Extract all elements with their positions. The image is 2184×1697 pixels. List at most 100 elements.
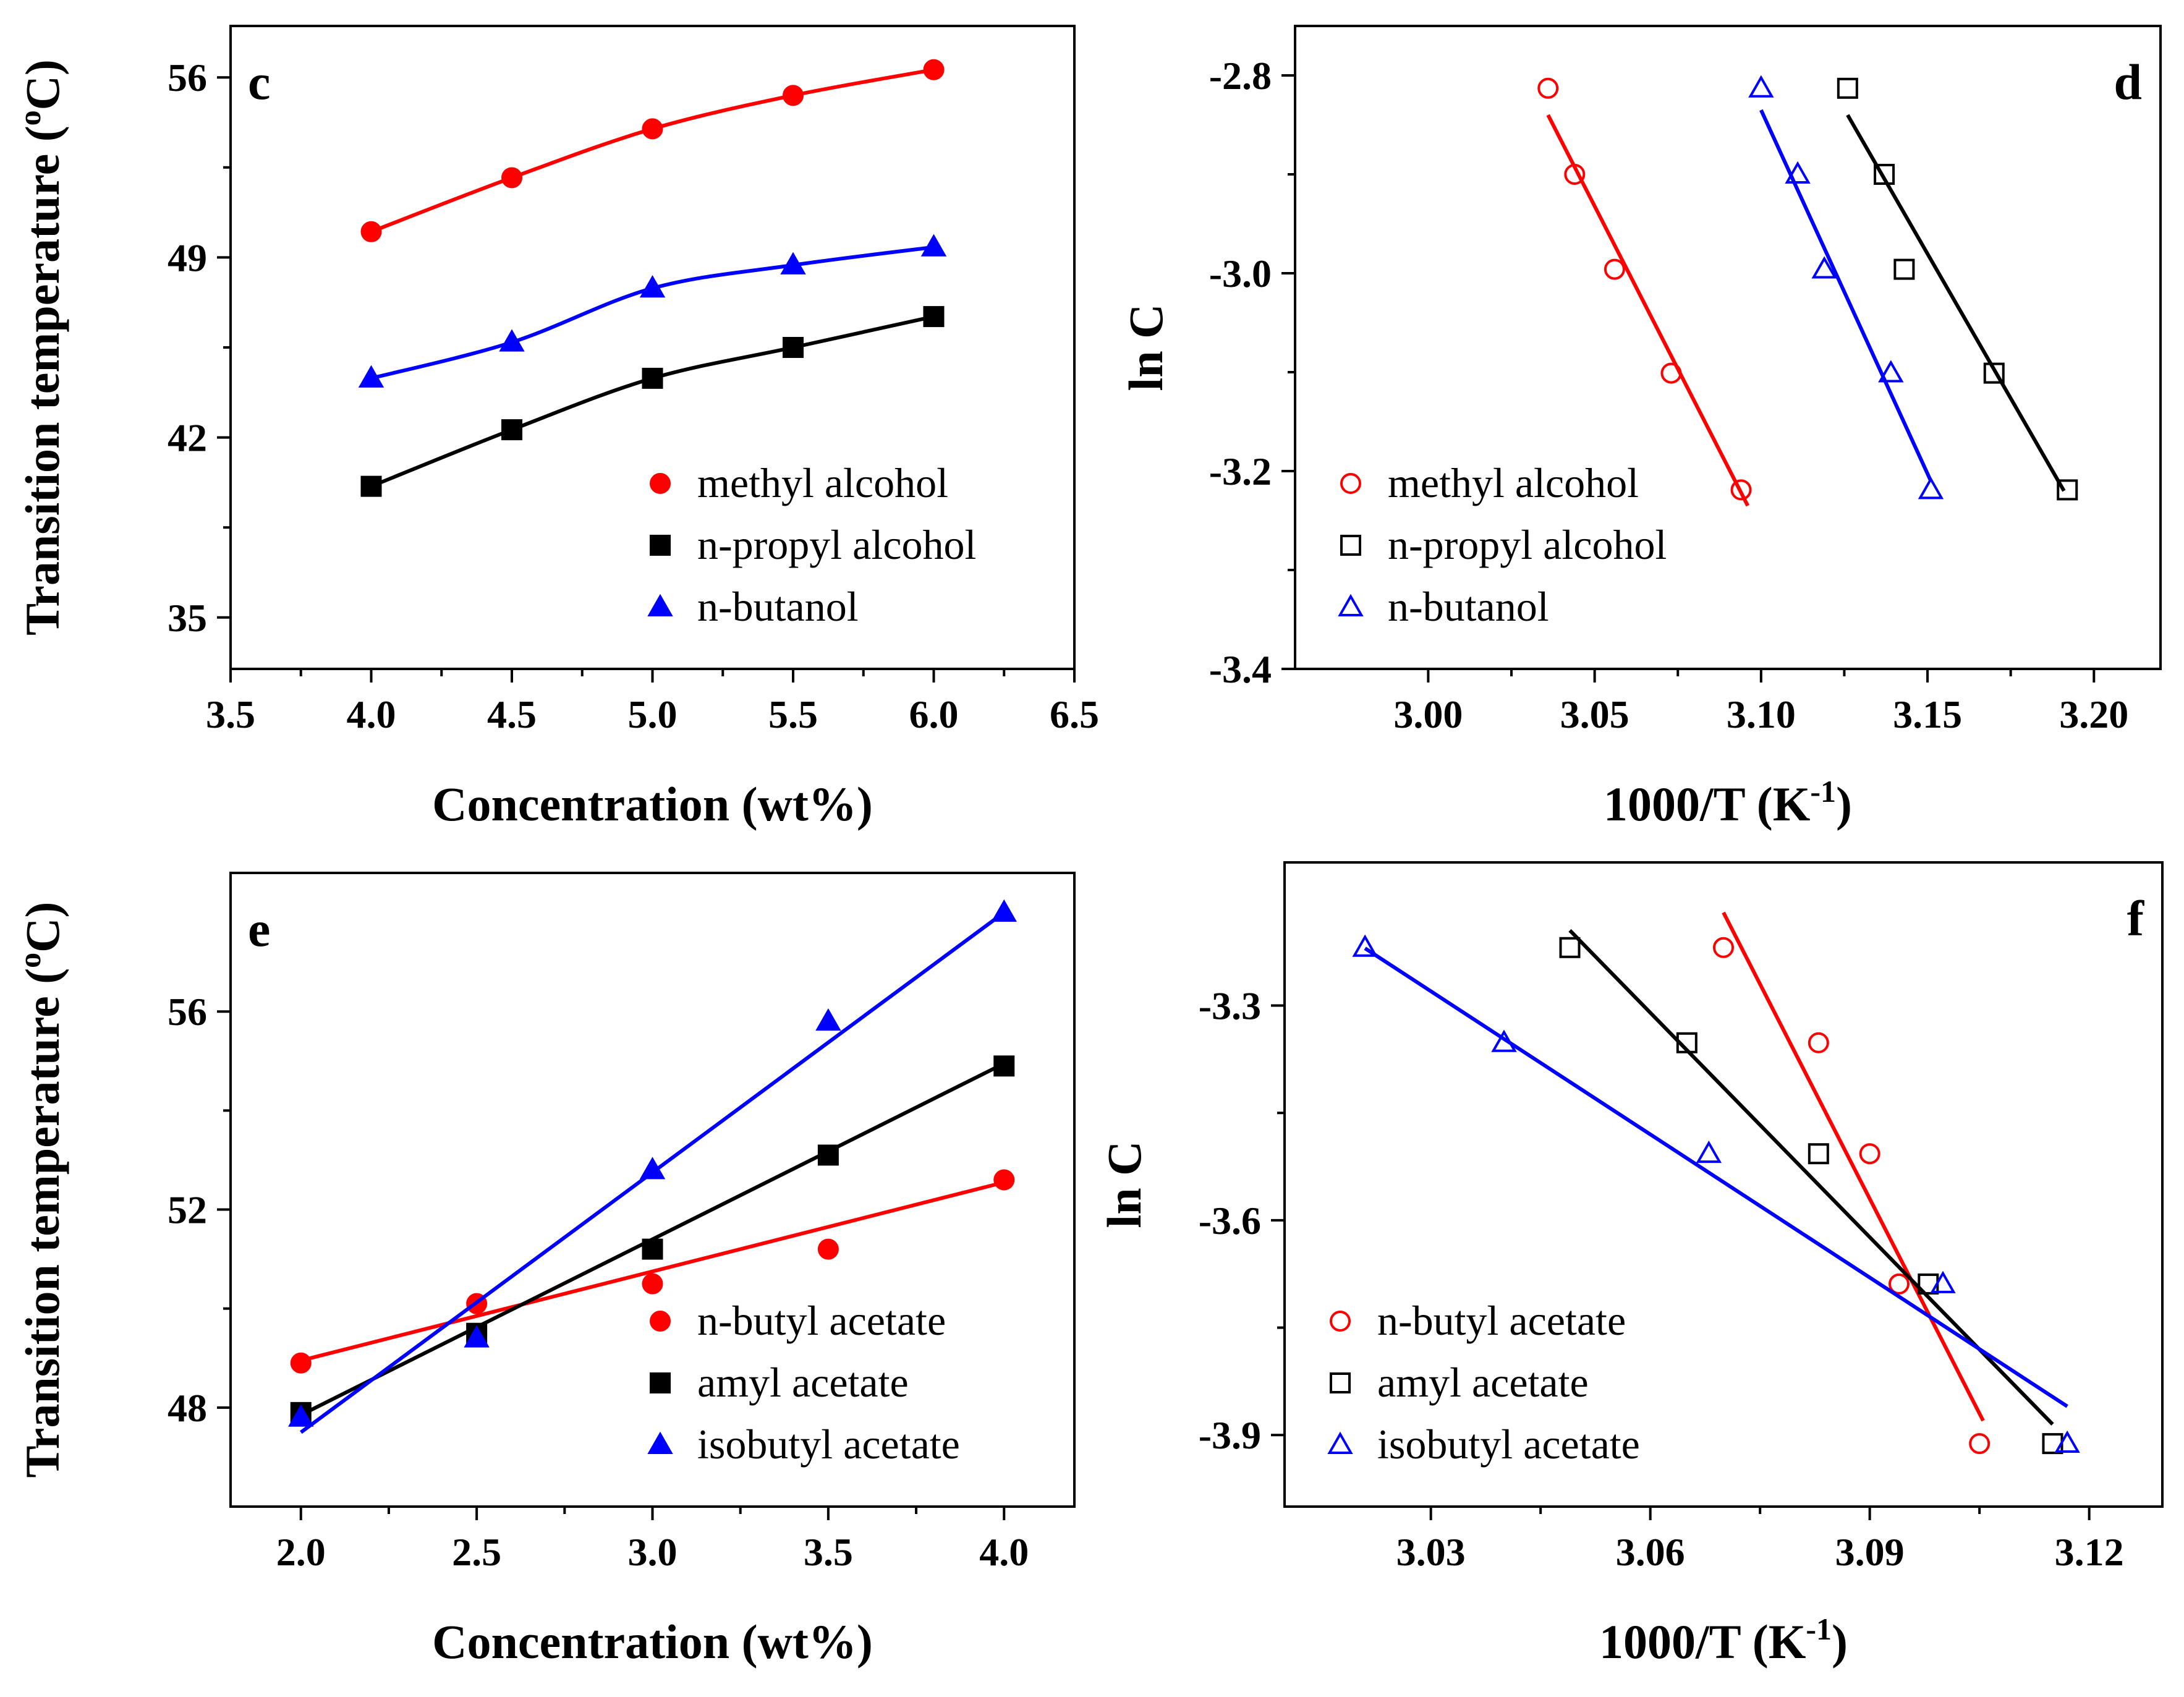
data-point	[642, 118, 663, 140]
panel-label: e	[248, 901, 270, 957]
x-tick-label: 4.0	[347, 692, 396, 736]
data-point	[1327, 1431, 1353, 1454]
legend-entry: n-butanol	[647, 583, 859, 630]
data-point	[2042, 1433, 2063, 1455]
y-tick-label: -2.8	[1209, 54, 1272, 98]
data-point	[1564, 164, 1586, 185]
data-point	[1340, 535, 1361, 556]
data-point	[991, 899, 1017, 922]
y-tick-label: -3.2	[1209, 449, 1272, 493]
legend-label: amyl acetate	[1377, 1359, 1589, 1406]
legend-entry: amyl acetate	[1330, 1359, 1589, 1406]
data-point	[360, 475, 382, 497]
legend-label: methyl alcohol	[1388, 459, 1639, 506]
panel-label: f	[2127, 890, 2145, 946]
x-tick-label: 3.15	[1893, 692, 1962, 736]
fit-line	[1846, 114, 2066, 492]
legend-label: n-butanol	[1388, 583, 1549, 630]
data-point	[1696, 1140, 1722, 1163]
data-point	[1785, 161, 1811, 184]
data-point	[1330, 1372, 1351, 1393]
data-point	[1808, 1032, 1829, 1053]
data-point	[1837, 77, 1858, 99]
y-tick-label: 35	[168, 596, 207, 640]
fit-line	[1546, 114, 1749, 507]
y-tick-label: -3.4	[1209, 647, 1272, 691]
legend-label: isobutyl acetate	[697, 1421, 960, 1468]
data-point	[1330, 1311, 1351, 1332]
data-point	[923, 306, 945, 328]
panel-label: d	[2114, 54, 2142, 110]
data-point	[1340, 473, 1361, 494]
data-point	[1730, 479, 1752, 501]
data-point	[1889, 1273, 1910, 1295]
data-point	[639, 275, 666, 298]
data-point	[290, 1352, 312, 1374]
data-point	[642, 367, 663, 389]
data-point	[1604, 258, 1625, 280]
legend-entry: isobutyl acetate	[1327, 1421, 1640, 1468]
x-axis-title: 1000/T (K-1)	[1599, 1612, 1848, 1669]
data-point	[920, 234, 947, 257]
y-tick-label: 56	[168, 56, 207, 100]
data-point	[1491, 1029, 1517, 1052]
data-point	[1537, 77, 1559, 99]
data-point	[642, 1273, 663, 1295]
fit-line	[1364, 946, 2068, 1408]
legend-entry: n-butanol	[1338, 583, 1549, 630]
x-tick-label: 2.0	[276, 1530, 326, 1574]
legend-entry: n-propyl alcohol	[1340, 521, 1667, 568]
data-point	[1559, 937, 1581, 958]
data-point	[1859, 1143, 1880, 1165]
x-tick-label: 3.12	[2055, 1530, 2124, 1574]
data-point	[358, 365, 385, 388]
x-tick-label: 3.5	[804, 1530, 853, 1574]
series-n-propyl-alcohol	[360, 306, 945, 497]
data-point	[360, 221, 382, 242]
data-point	[1918, 477, 1944, 500]
y-tick-label: 56	[168, 990, 207, 1034]
x-tick-label: 6.0	[909, 692, 959, 736]
data-point	[817, 1144, 839, 1166]
legend-entry: methyl alcohol	[650, 459, 948, 506]
y-tick-label: -3.3	[1199, 984, 1261, 1028]
data-point	[501, 167, 522, 189]
data-point	[288, 1404, 314, 1427]
x-tick-label: 3.0	[628, 1530, 678, 1574]
series-n-butyl-acetate	[290, 1169, 1015, 1374]
chart-panel-c: 3.5 4.0 4.5 5.0 5.5 6.0 6.5 35 42 49 56 c Concentrat…	[12, 25, 1099, 831]
data-point	[647, 593, 673, 616]
data-point	[2054, 1430, 2080, 1453]
data-point	[1660, 362, 1682, 384]
legend-entry: n-butyl acetate	[650, 1297, 946, 1344]
data-point	[783, 85, 804, 106]
legend-label: n-butyl acetate	[1377, 1297, 1626, 1344]
legend-label: isobutyl acetate	[1377, 1421, 1640, 1468]
y-tick-label: -3.9	[1199, 1413, 1261, 1457]
data-point	[1893, 258, 1915, 280]
x-tick-label: 2.5	[452, 1530, 501, 1574]
legend-entry: n-propyl alcohol	[650, 521, 976, 568]
data-point	[642, 1238, 663, 1260]
y-axis-title: Transition temperature (oC)	[12, 59, 69, 636]
plot-frame	[1283, 861, 2164, 1508]
legend-label: n-butyl acetate	[697, 1297, 946, 1344]
legend-label: methyl alcohol	[697, 459, 948, 506]
legend-label: amyl acetate	[697, 1359, 909, 1406]
data-point	[501, 419, 522, 441]
data-point	[1676, 1032, 1697, 1053]
data-point	[1983, 362, 2005, 384]
series-isobutyl-acetate	[1352, 934, 2080, 1453]
data-point	[817, 1238, 839, 1260]
legend-entry: methyl alcohol	[1340, 459, 1639, 506]
series-isobutyl-acetate	[288, 899, 1017, 1434]
x-axis-title: 1000/T (K-1)	[1604, 774, 1852, 831]
data-point	[2057, 479, 2078, 501]
plot-frame	[229, 872, 1076, 1508]
legend-label: n-propyl alcohol	[1388, 521, 1667, 568]
x-tick-label: 4.0	[979, 1530, 1029, 1574]
x-tick-label: 4.5	[487, 692, 537, 736]
data-point	[780, 252, 806, 274]
series-methyl-alcohol	[360, 59, 945, 242]
